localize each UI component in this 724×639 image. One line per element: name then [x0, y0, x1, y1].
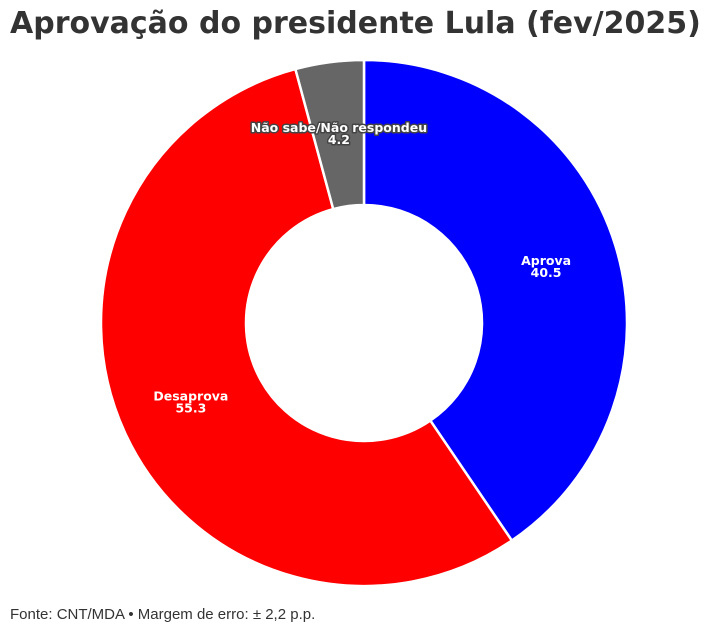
slice-n-o-sabe-n-o-respondeu[interactable] [294, 58, 366, 211]
source-note: Fonte: CNT/MDA • Margem de erro: ± 2,2 p… [10, 606, 316, 623]
slice-value-label: 40.5 [531, 265, 562, 280]
slice-aprova[interactable] [362, 58, 629, 542]
slice-label: Não sabe/Não respondeu [251, 120, 427, 135]
slice-value-label: 55.3 [175, 400, 206, 415]
slice-label: Aprova [521, 253, 571, 268]
slice-desaprova[interactable] [99, 67, 514, 588]
slice-value-label: 4.2 [328, 132, 350, 147]
donut-slices [99, 58, 629, 588]
chart-title: Aprovação do presidente Lula (fev/2025) [10, 6, 701, 41]
slice-label: Desaprova [153, 388, 228, 403]
